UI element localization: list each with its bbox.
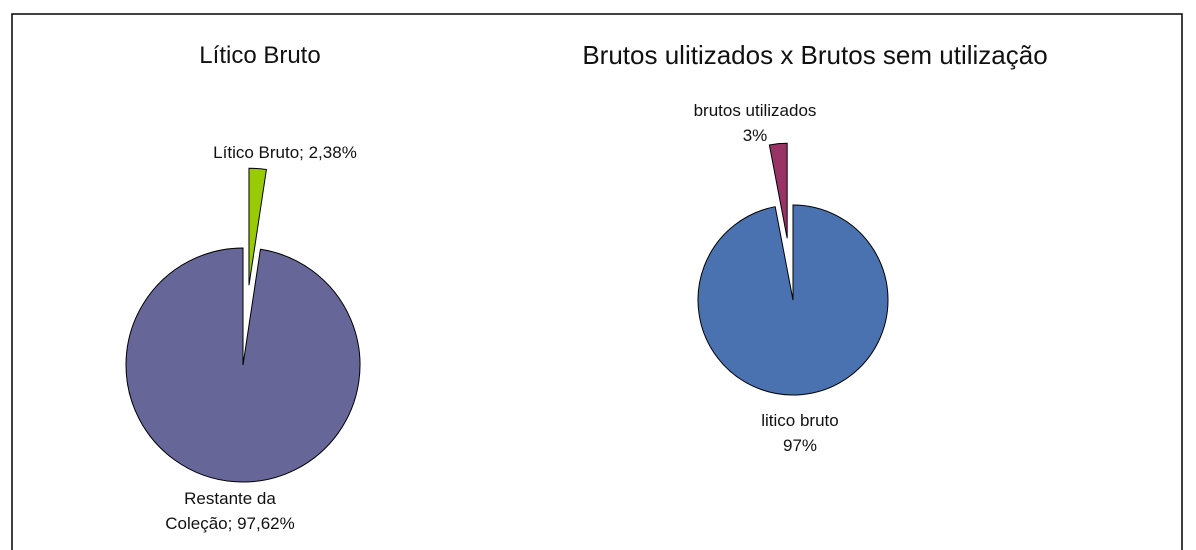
data-label-line: litico bruto — [761, 411, 839, 430]
data-label-line: Lítico Bruto; 2,38% — [213, 143, 357, 162]
data-label: brutos utilizados 3% — [655, 98, 855, 148]
chart-title-line: Brutos ulitizados x Brutos sem utilizaçã… — [582, 40, 1048, 70]
data-label-line: brutos utilizados — [693, 101, 817, 120]
pie-slice — [697, 204, 889, 396]
chart-title: Brutos ulitizados x Brutos sem utilizaçã… — [415, 40, 1196, 71]
data-label-line: Restante da Coleção; 97,62% — [165, 489, 295, 533]
pie-slice — [768, 142, 788, 239]
data-label-line: 97% — [782, 436, 818, 455]
data-label-line: 3% — [742, 126, 768, 145]
frame — [11, 13, 1183, 550]
chart-title-line: Lítico Bruto — [199, 42, 321, 69]
data-label: Restante da Coleção; 97,62% — [160, 486, 300, 536]
pie-slice — [248, 167, 267, 286]
chart-title: Lítico Bruto — [0, 42, 660, 70]
data-label: litico bruto 97% — [700, 408, 900, 458]
pie-slice — [125, 247, 361, 483]
data-label: Lítico Bruto; 2,38% — [185, 140, 385, 165]
